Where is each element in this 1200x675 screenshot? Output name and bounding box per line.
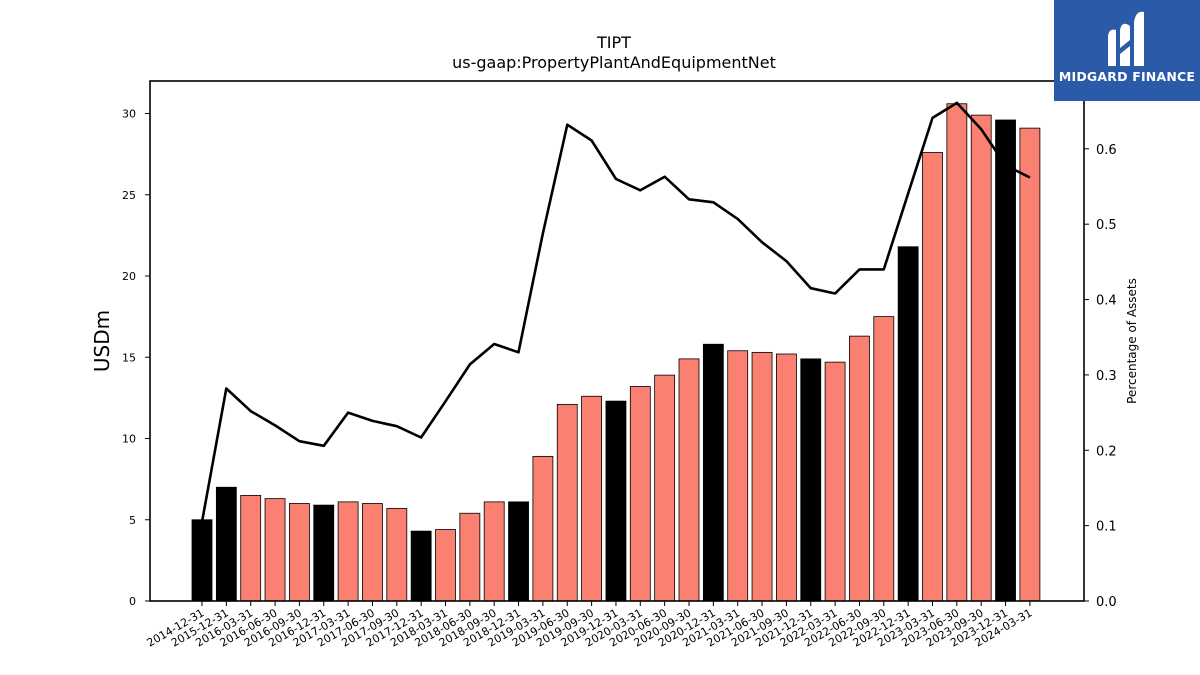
- bar: [995, 119, 1016, 602]
- bar: [215, 486, 237, 602]
- y-tick-label: 0: [129, 595, 136, 608]
- y-tick-label: 20: [122, 270, 136, 283]
- bar: [873, 316, 895, 602]
- bar: [849, 335, 870, 602]
- y-tick-label: 10: [122, 433, 136, 446]
- bar: [751, 351, 773, 602]
- bar: [240, 494, 262, 602]
- bar: [897, 246, 919, 602]
- bar: [970, 114, 992, 602]
- bar: [459, 512, 481, 602]
- logo-text: MIDGARD FINANCE: [1058, 69, 1196, 84]
- y-tick-label: 30: [122, 108, 136, 121]
- chart-subtitle: us-gaap:PropertyPlantAndEquipmentNet: [452, 53, 776, 72]
- bar-series: [191, 103, 1041, 602]
- midgard-finance-logo: MIDGARD FINANCE: [1054, 0, 1200, 101]
- y2-tick-label: 0.1: [1096, 520, 1117, 535]
- bar: [556, 403, 578, 602]
- percentage-line: [200, 101, 1031, 523]
- bar: [386, 507, 408, 602]
- bar: [800, 358, 822, 602]
- bar: [532, 455, 554, 602]
- bar: [362, 503, 383, 602]
- bar: [313, 504, 335, 602]
- y2-tick-label: 0.4: [1096, 294, 1117, 309]
- bar: [410, 530, 432, 602]
- bar: [922, 152, 943, 602]
- bar: [629, 386, 651, 602]
- plot-frame: [149, 80, 1085, 602]
- y-tick-label: 5: [129, 514, 136, 527]
- chart-title: TIPT: [596, 33, 631, 52]
- y2-tick-label: 0.3: [1096, 369, 1117, 384]
- bar: [776, 353, 797, 602]
- bar: [678, 358, 700, 602]
- y2-tick-label: 0.5: [1096, 218, 1117, 233]
- y2-tick-label: 0.0: [1096, 595, 1117, 610]
- bar: [264, 498, 286, 602]
- bar: [508, 501, 529, 602]
- bar: [1019, 127, 1041, 602]
- y-tick-label: 15: [122, 351, 136, 364]
- bar: [581, 395, 602, 602]
- bar: [824, 361, 846, 602]
- bar: [946, 103, 968, 602]
- y-axis-right: 0.0 0.1 0.2 0.3 0.4 0.5 0.6: [1084, 143, 1117, 610]
- bar: [483, 501, 505, 602]
- y-tick-label: 25: [122, 189, 136, 202]
- y-axis-left: 0 5 10 15 20 25 30: [122, 108, 150, 608]
- bar: [727, 350, 749, 602]
- bar: [654, 374, 676, 602]
- y2-tick-label: 0.2: [1096, 444, 1117, 459]
- bar: [191, 519, 213, 602]
- bar: [337, 501, 359, 602]
- y2-axis-label: Percentage of Assets: [1125, 278, 1139, 404]
- y2-tick-label: 0.6: [1096, 143, 1117, 158]
- x-axis: 2014-12-312015-12-312016-03-312016-06-30…: [145, 601, 1034, 650]
- y-axis-label: USDm: [90, 310, 114, 372]
- bar: [288, 503, 310, 602]
- midgard-m-logo-icon: [1108, 11, 1144, 66]
- bar: [605, 400, 627, 602]
- bar: [435, 529, 456, 602]
- bar: [702, 343, 724, 602]
